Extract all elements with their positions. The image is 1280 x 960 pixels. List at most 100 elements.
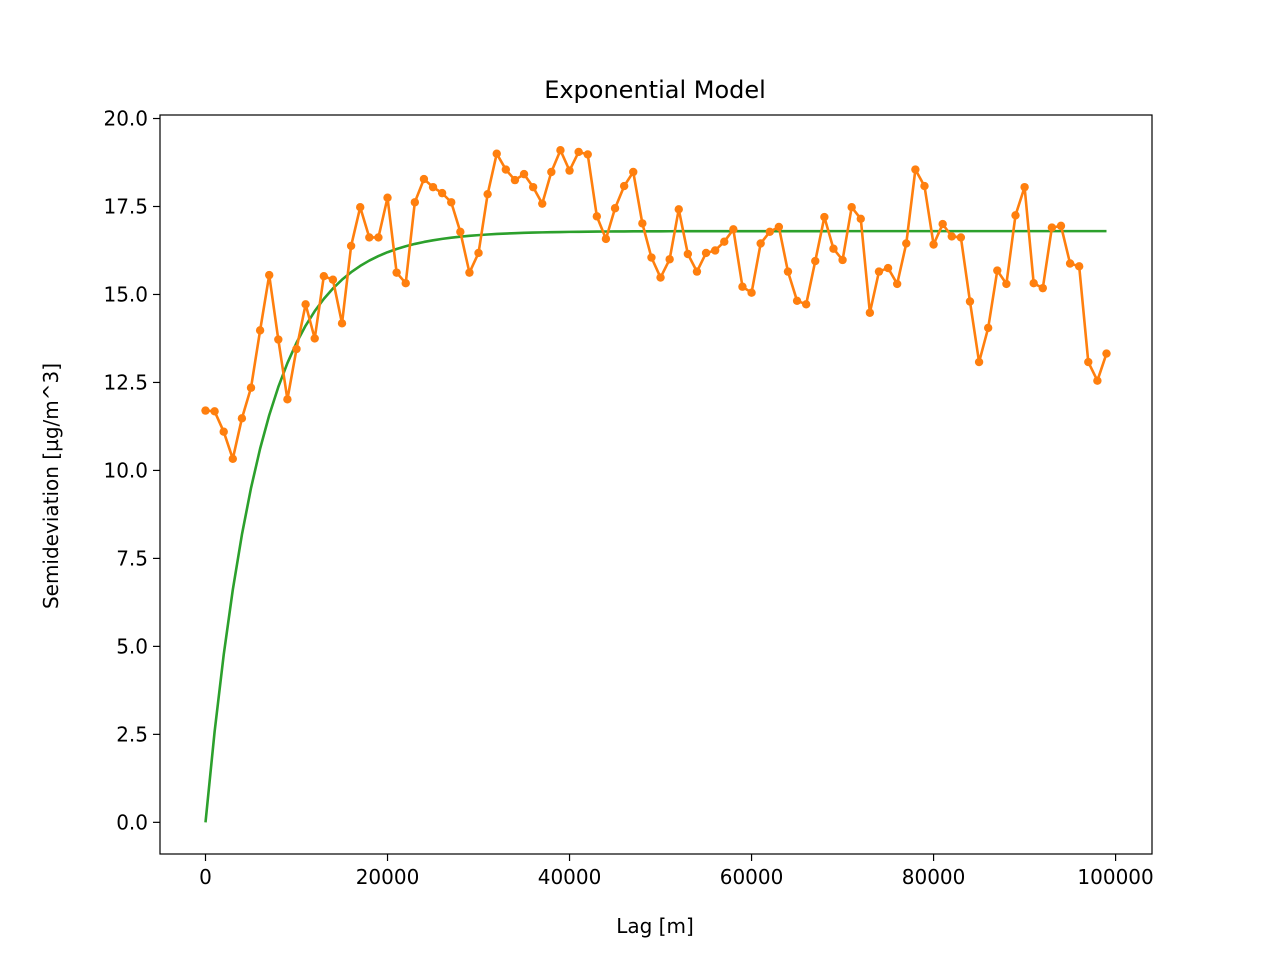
empirical-point [419,174,429,184]
empirical-point [1065,259,1075,268]
x-tick-label: 40000 [538,865,602,889]
empirical-point [255,326,265,335]
x-tick-label: 60000 [720,865,784,889]
empirical-point [365,233,374,242]
empirical-point [720,237,729,246]
empirical-point [838,255,847,265]
empirical-point [319,271,329,281]
empirical-point [892,279,902,289]
empirical-point [383,193,392,202]
empirical-point [947,232,956,241]
empirical-point [811,256,820,266]
empirical-point [683,249,693,259]
empirical-point [274,335,283,344]
empirical-point [1074,262,1084,271]
empirical-point [1011,211,1020,220]
empirical-point [647,253,656,262]
empirical-point [765,227,774,237]
empirical-point [565,166,574,175]
empirical-point [574,147,583,157]
empirical-point [1002,279,1011,289]
empirical-point [801,300,811,309]
empirical-point [483,189,492,199]
y-tick-label: 10.0 [103,458,148,482]
x-axis-title: Lag [m] [616,914,694,938]
empirical-point [428,182,438,192]
empirical-point [328,275,338,284]
empirical-point [556,145,565,155]
x-tick-label: 100000 [1077,865,1153,889]
empirical-point [1047,223,1057,232]
empirical-point [619,181,629,191]
empirical-point [201,406,210,415]
empirical-point [729,225,738,234]
empirical-point [510,175,520,185]
y-tick-label: 5.0 [116,634,148,658]
empirical-point [447,198,456,207]
empirical-point [710,246,720,255]
empirical-point [701,248,711,258]
empirical-point [583,150,592,159]
empirical-point [1084,357,1093,367]
empirical-point [874,267,884,276]
empirical-point [1056,221,1066,231]
empirical-point [1102,349,1111,358]
empirical-point [519,169,529,179]
empirical-point [501,165,511,174]
empirical-point [337,319,347,328]
empirical-point [938,219,947,229]
empirical-point [738,282,747,291]
empirical-point [456,227,465,237]
empirical-point [783,267,793,276]
y-axis-title: Semideviation [µg/m^3] [39,363,63,609]
empirical-point [774,222,784,232]
y-tick-label: 15.0 [103,282,148,306]
empirical-point [747,288,756,297]
empirical-point [829,244,838,253]
empirical-point [465,268,474,277]
empirical-point [792,296,802,306]
empirical-point [437,188,447,198]
empirical-point [974,357,984,367]
empirical-point [692,267,702,276]
x-tick-label: 20000 [356,865,420,889]
x-tick-label: 0 [199,865,212,889]
empirical-point [1020,182,1029,192]
empirical-point [356,203,365,212]
empirical-point [410,198,420,207]
y-tick-label: 0.0 [116,810,148,834]
empirical-point [665,255,674,264]
empirical-point [865,308,875,317]
empirical-point [1093,376,1102,385]
empirical-point [310,334,319,343]
empirical-point [601,234,611,244]
model-curve-layer [204,229,1107,823]
empirical-point [346,241,356,251]
empirical-point [474,248,483,258]
empirical-point [610,204,620,213]
empirical-point [374,233,383,242]
empirical-point [237,414,247,423]
empirical-point [629,167,638,177]
empirical-point [756,239,765,248]
y-tick-label: 17.5 [103,194,148,218]
empirical-point [965,297,975,306]
empirical-line [205,148,1108,461]
empirical-point [228,454,238,464]
empirical-point [993,266,1002,275]
empirical-point [902,239,911,248]
empirical-point [392,268,401,277]
empirical-point [883,263,893,273]
empirical-point [656,273,665,282]
empirical-point [528,182,538,192]
empirical-point [592,212,602,221]
empirical-point [210,407,219,416]
empirical-point [847,203,856,212]
empirical-point [820,212,829,222]
empirical-point [983,323,993,333]
empirical-point [492,149,501,158]
y-tick-label: 7.5 [116,546,148,570]
y-tick-label: 20.0 [103,107,148,131]
